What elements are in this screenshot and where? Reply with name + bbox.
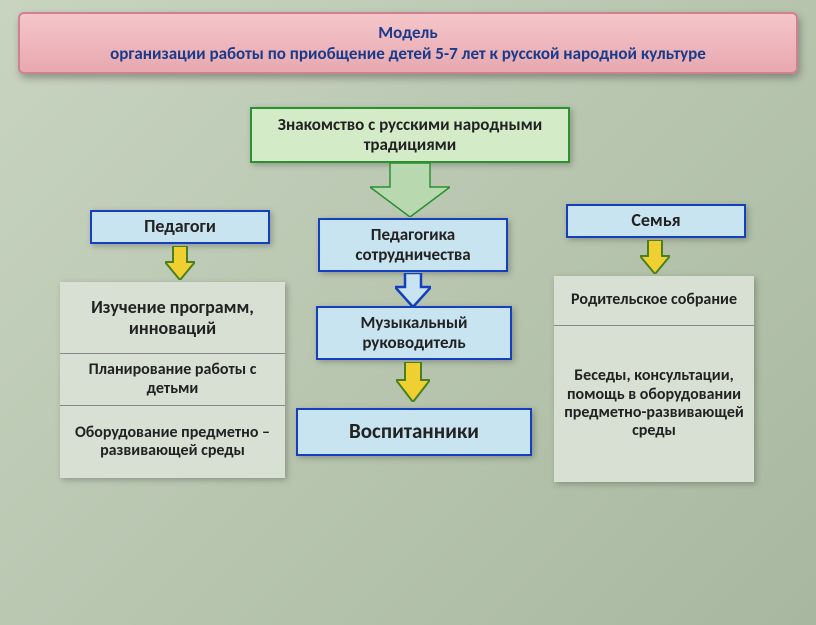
center-yellow-arrow [396, 362, 430, 402]
left-header-text: Педагоги [138, 214, 222, 240]
left-header: Педагоги [90, 210, 270, 244]
pupils-box: Воспитанники [296, 408, 532, 456]
right-cell-1: Беседы, консультации, помощь в оборудова… [554, 326, 754, 482]
top-box: Знакомство с русскими народными традиция… [250, 107, 570, 163]
left-stack: Изучение программ, инноваций Планировани… [60, 282, 285, 478]
left-cell-1: Планирование работы с детьми [60, 354, 285, 406]
right-yellow-arrow [640, 240, 670, 274]
leader-text: Музыкальный руководитель [318, 311, 510, 356]
title-line2: организации работы по приобщение детей 5… [40, 43, 776, 64]
left-cell-2: Оборудование предметно – развивающей сре… [60, 406, 285, 478]
right-header: Семья [566, 204, 746, 238]
leader-box: Музыкальный руководитель [316, 306, 512, 360]
left-yellow-arrow [165, 246, 195, 280]
left-cell-0: Изучение программ, инноваций [60, 282, 285, 354]
title-line1: Модель [40, 22, 776, 43]
right-cell-0: Родительское собрание [554, 276, 754, 326]
diagram-canvas: Знакомство с русскими народными традиция… [0, 102, 816, 625]
title-bar: Модель организации работы по приобщение … [18, 12, 798, 74]
pedagogy-box: Педагогика сотрудничества [318, 218, 508, 272]
pedagogy-text: Педагогика сотрудничества [320, 223, 506, 268]
pupils-text: Воспитанники [343, 417, 485, 446]
right-header-text: Семья [625, 208, 686, 234]
top-text: Знакомство с русскими народными традиция… [252, 113, 568, 158]
big-arrow-down [370, 163, 450, 217]
right-stack: Родительское собрание Беседы, консультац… [554, 276, 754, 482]
